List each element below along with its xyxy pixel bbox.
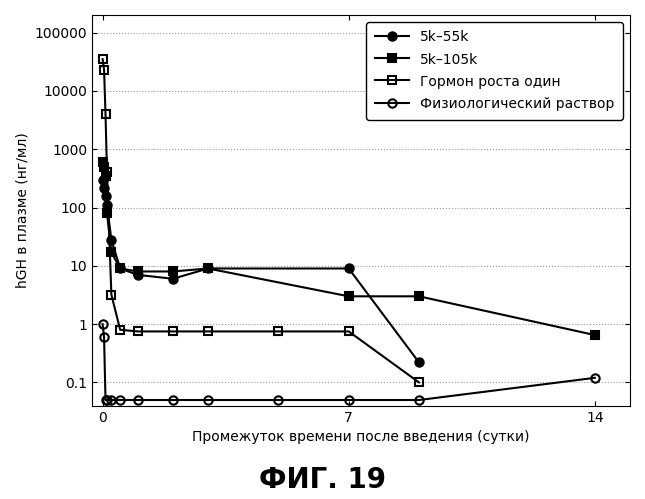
5k–55k — [134, 272, 142, 278]
Физиологический раствор — [591, 375, 599, 381]
Line: Физиологический раствор: Физиологический раствор — [99, 320, 599, 404]
Гормон роста один — [134, 328, 142, 334]
Line: 5k–105k: 5k–105k — [99, 158, 599, 339]
Физиологический раствор — [103, 397, 111, 403]
Физиологический раствор — [108, 397, 115, 403]
Гормон роста один — [103, 169, 111, 175]
5k–55k — [103, 202, 111, 208]
Гормон роста один — [100, 67, 108, 73]
Физиологический раствор — [345, 397, 353, 403]
5k–55k — [345, 265, 353, 271]
5k–55k — [100, 185, 108, 191]
5k–55k — [102, 193, 110, 199]
Гормон роста один — [108, 292, 115, 298]
5k–55k — [204, 265, 212, 271]
5k–105k — [415, 293, 423, 299]
5k–105k — [102, 173, 110, 179]
5k–105k — [134, 268, 142, 274]
Гормон роста один — [275, 328, 283, 334]
Line: 5k–55k: 5k–55k — [99, 176, 423, 367]
Физиологический раствор — [169, 397, 177, 403]
Физиологический раствор — [415, 397, 423, 403]
Legend: 5k–55k, 5k–105k, Гормон роста один, Физиологический раствор: 5k–55k, 5k–105k, Гормон роста один, Физи… — [366, 22, 623, 120]
5k–105k — [345, 293, 353, 299]
5k–105k — [169, 268, 177, 274]
5k–55k — [108, 237, 115, 243]
Физиологический раствор — [116, 397, 124, 403]
Физиологический раствор — [275, 397, 283, 403]
Line: Гормон роста один: Гормон роста один — [99, 55, 423, 387]
Физиологический раствор — [102, 397, 110, 403]
5k–105k — [100, 164, 108, 170]
5k–105k — [204, 265, 212, 271]
5k–105k — [103, 210, 111, 216]
5k–55k — [415, 359, 423, 365]
Гормон роста один — [204, 328, 212, 334]
5k–55k — [116, 265, 124, 271]
Физиологический раствор — [134, 397, 142, 403]
5k–55k — [99, 177, 106, 183]
5k–105k — [116, 265, 124, 271]
X-axis label: Промежуток времени после введения (сутки): Промежуток времени после введения (сутки… — [192, 430, 530, 444]
5k–105k — [591, 332, 599, 338]
Гормон роста один — [99, 56, 106, 62]
Физиологический раствор — [204, 397, 212, 403]
Гормон роста один — [102, 111, 110, 117]
Гормон роста один — [415, 379, 423, 385]
Физиологический раствор — [99, 321, 106, 327]
Гормон роста один — [169, 328, 177, 334]
5k–105k — [99, 159, 106, 165]
5k–55k — [169, 276, 177, 282]
Гормон роста один — [116, 327, 124, 333]
Text: ФИГ. 19: ФИГ. 19 — [259, 466, 386, 494]
Гормон роста один — [345, 328, 353, 334]
5k–105k — [108, 250, 115, 255]
Физиологический раствор — [100, 334, 108, 340]
Y-axis label: hGH в плазме (нг/мл): hGH в плазме (нг/мл) — [15, 132, 29, 288]
